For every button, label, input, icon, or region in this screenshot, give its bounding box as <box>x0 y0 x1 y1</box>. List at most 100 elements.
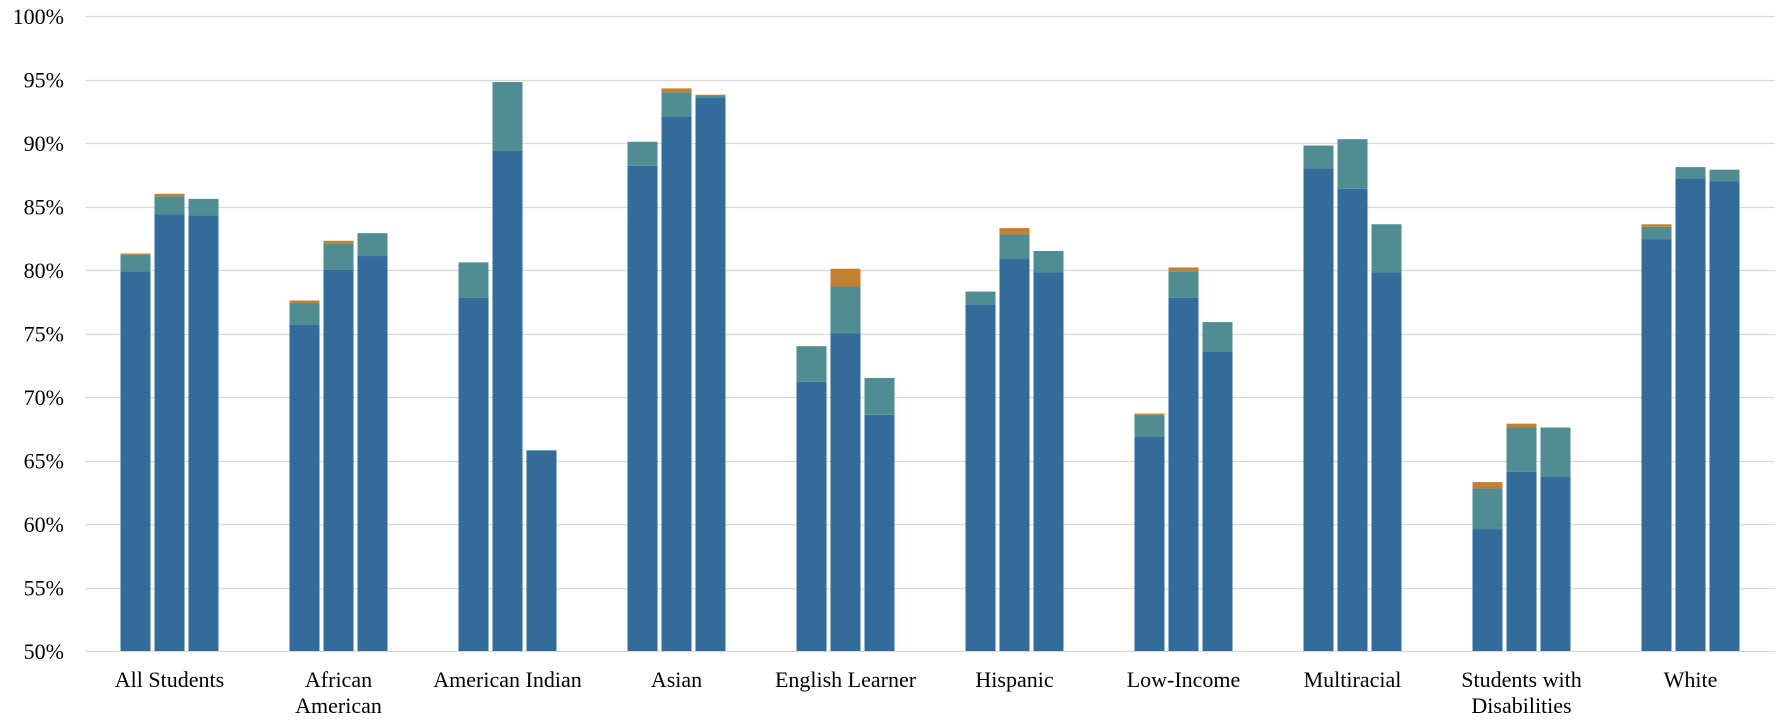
bar-segment <box>120 271 151 651</box>
bar-segment <box>154 196 185 215</box>
bar-segment <box>1506 427 1537 472</box>
bar-segment <box>830 286 861 334</box>
bar-segment <box>1371 224 1402 273</box>
bar-segment <box>357 256 388 651</box>
bar-segment <box>120 254 151 272</box>
bar-segment <box>999 234 1030 259</box>
bar-segment <box>1134 414 1165 437</box>
bar-segment <box>1168 271 1199 298</box>
y-tick-label: 85% <box>24 195 64 220</box>
bar-segment <box>526 450 557 651</box>
x-category-label: Asian <box>651 667 702 692</box>
bars <box>120 82 1740 652</box>
bar-segment <box>999 258 1030 651</box>
bar-segment <box>1709 181 1740 651</box>
bar-segment <box>1540 477 1571 651</box>
bar-segment <box>695 97 726 651</box>
bar-segment <box>1303 168 1334 651</box>
bar-segment <box>357 233 388 257</box>
bar-segment <box>323 270 354 651</box>
y-tick-label: 90% <box>24 131 64 156</box>
bar-segment <box>830 333 861 651</box>
y-tick-label: 50% <box>24 639 64 664</box>
bar-segment <box>965 304 996 651</box>
y-tick-label: 65% <box>24 449 64 474</box>
bar-segment <box>1641 224 1672 227</box>
bar-segment <box>864 414 895 651</box>
y-tick-label: 70% <box>24 385 64 410</box>
y-tick-label: 80% <box>24 258 64 283</box>
bar-segment <box>154 214 185 651</box>
x-category-label: Low-Income <box>1127 667 1241 692</box>
bar-segment <box>188 215 219 651</box>
x-category-label: American Indian <box>433 667 581 692</box>
bar-segment <box>1033 250 1064 273</box>
bar-segment <box>627 141 658 166</box>
bar-segment <box>1675 178 1706 651</box>
bar-segment <box>458 297 489 651</box>
bar-segment <box>1202 322 1233 352</box>
y-tick-label: 95% <box>24 68 64 93</box>
bar-segment <box>1641 226 1672 240</box>
y-tick-label: 100% <box>13 4 64 29</box>
bar-segment <box>661 92 692 117</box>
bar-segment <box>289 324 320 651</box>
bar-segment <box>1202 351 1233 651</box>
bar-segment <box>323 243 354 270</box>
bar-segment <box>458 262 489 298</box>
bar-segment <box>796 381 827 651</box>
bar-segment <box>492 82 523 151</box>
bar-segment <box>1168 267 1199 272</box>
bar-segment <box>796 346 827 382</box>
y-tick-label: 75% <box>24 322 64 347</box>
bar-segment <box>1472 488 1503 530</box>
bar-segment <box>120 253 151 255</box>
bar-segment <box>492 150 523 651</box>
x-category-label: African <box>305 667 372 692</box>
x-category-label: Multiracial <box>1304 667 1402 692</box>
bar-segment <box>1506 471 1537 651</box>
bar-segment <box>1472 482 1503 489</box>
bar-segment <box>627 165 658 652</box>
bar-segment <box>1033 272 1064 651</box>
bar-segment <box>965 291 996 305</box>
bar-segment <box>661 116 692 651</box>
bar-segment <box>1472 529 1503 651</box>
x-category-label: Disabilities <box>1471 693 1571 718</box>
y-tick-label: 55% <box>24 576 64 601</box>
bar-segment <box>1641 239 1672 651</box>
bar-segment <box>1337 188 1368 651</box>
bar-segment <box>289 300 320 304</box>
bar-segment <box>1303 145 1334 169</box>
bar-segment <box>1675 167 1706 179</box>
x-category-label: Hispanic <box>975 667 1053 692</box>
bar-segment <box>1371 272 1402 651</box>
bar-segment <box>1506 423 1537 428</box>
bar-segment <box>999 228 1030 235</box>
bar-segment <box>154 193 185 197</box>
x-category-label: All Students <box>115 667 224 692</box>
bar-segment <box>1134 436 1165 651</box>
bar-segment <box>323 240 354 244</box>
bar-segment <box>661 88 692 93</box>
y-tick-label: 60% <box>24 512 64 537</box>
x-category-label: American <box>295 693 382 718</box>
bar-segment <box>830 268 861 287</box>
bar-segment <box>864 377 895 415</box>
bar-segment <box>1709 169 1740 182</box>
bar-segment <box>1134 413 1165 415</box>
bar-segment <box>188 198 219 216</box>
bar-segment <box>1168 297 1199 651</box>
bar-segment <box>695 94 726 97</box>
y-axis-tick-labels: 50% 55% 60% 65% 70% 75% 80% 85% 90% 95% 100% <box>13 4 64 664</box>
bar-segment <box>1540 427 1571 478</box>
x-category-label: White <box>1664 667 1718 692</box>
bar-segment <box>695 96 726 98</box>
bar-segment <box>289 303 320 325</box>
bar-segment <box>1337 139 1368 189</box>
x-category-label: Students with <box>1461 667 1581 692</box>
x-category-label: English Learner <box>775 667 917 692</box>
